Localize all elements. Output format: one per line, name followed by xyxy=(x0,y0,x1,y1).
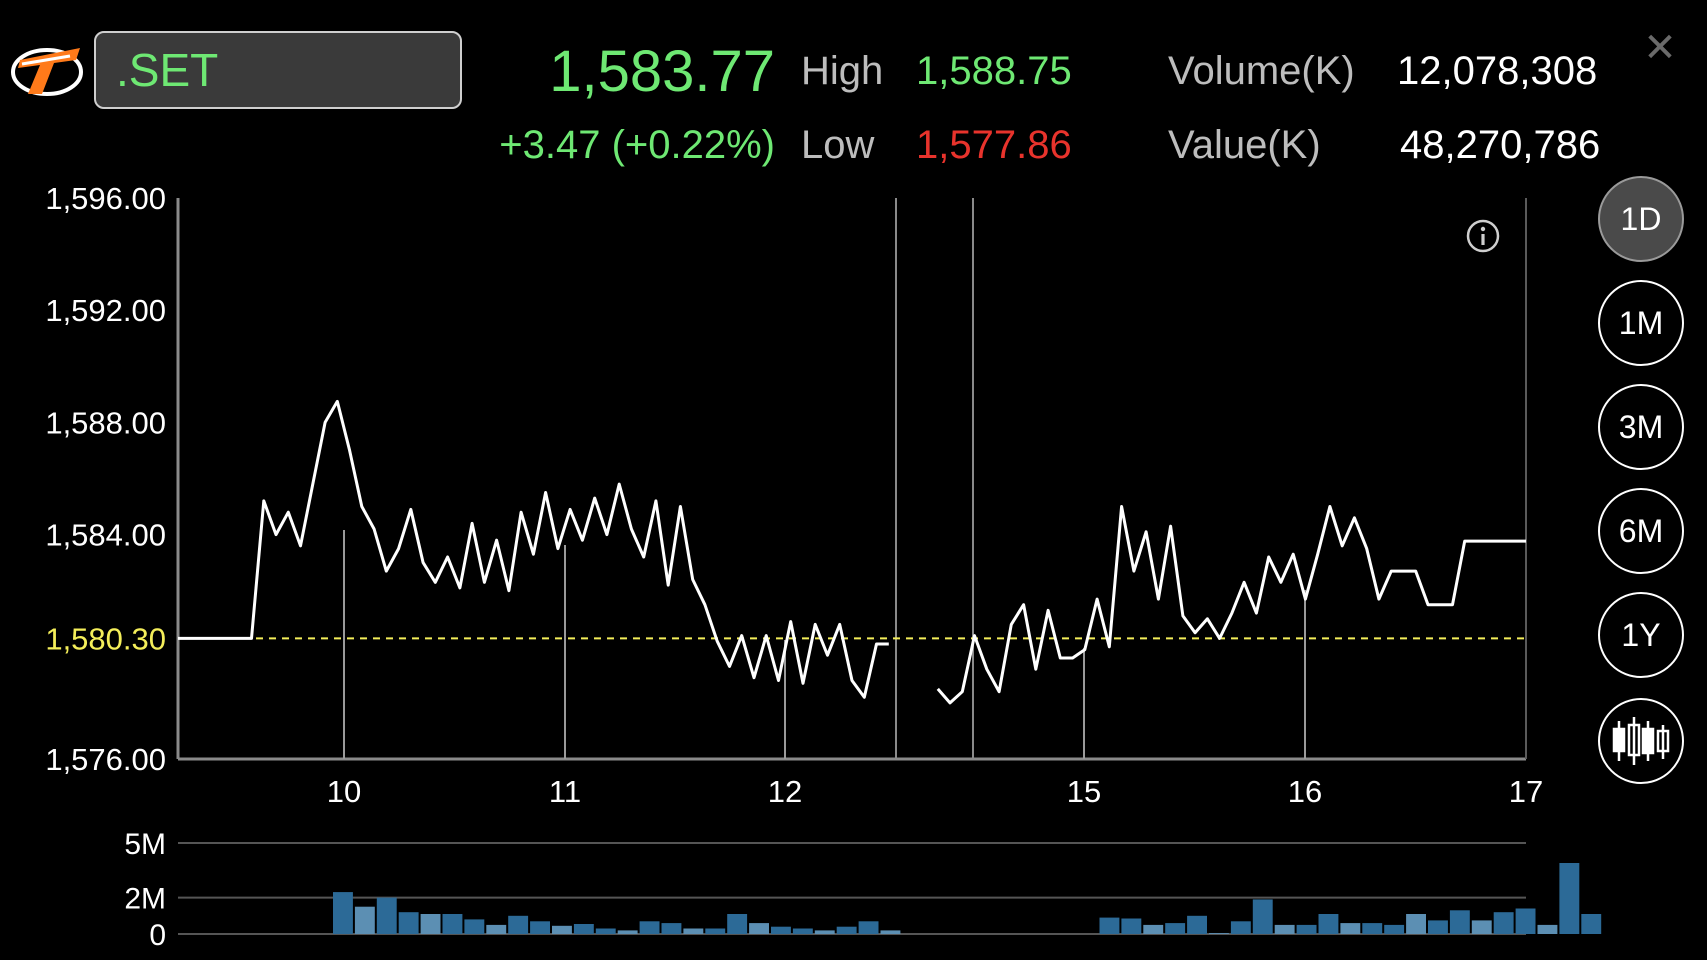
close-icon[interactable]: ✕ xyxy=(1643,26,1677,70)
info-icon[interactable] xyxy=(1466,219,1500,253)
volume-bar xyxy=(705,928,726,934)
period-button-6m[interactable]: 6M xyxy=(1598,488,1684,574)
volume-bar xyxy=(1296,924,1317,934)
period-button-1m[interactable]: 1M xyxy=(1598,280,1684,366)
volume-bar xyxy=(508,915,529,934)
volume-bar xyxy=(333,892,353,934)
price-y-tick-label: 1,584.00 xyxy=(45,518,166,553)
period-button-label: 1D xyxy=(1620,200,1662,237)
price-x-tick-label: 16 xyxy=(1288,774,1322,809)
candlestick-chart-button[interactable] xyxy=(1598,698,1684,784)
price-x-tick-label: 12 xyxy=(768,774,802,809)
price-x-tick-label: 10 xyxy=(327,774,361,809)
volume-bar xyxy=(1318,914,1339,934)
high-value: 1,588.75 xyxy=(916,49,1072,93)
volume-bar xyxy=(1362,923,1383,934)
period-button-label: 3M xyxy=(1618,408,1664,445)
volume-bar xyxy=(1274,924,1295,934)
volume-bar xyxy=(749,923,769,934)
price-y-tick-label: 1,596.00 xyxy=(45,181,166,216)
volume-bar xyxy=(1537,924,1558,934)
volume-bar xyxy=(617,930,638,934)
volume-bar xyxy=(771,926,791,934)
value-label: Value(K) xyxy=(1168,123,1321,167)
volume-bar xyxy=(442,914,463,934)
price-x-tick-label: 11 xyxy=(549,774,581,809)
volume-bar xyxy=(1209,933,1229,934)
volume-bar xyxy=(639,921,660,934)
volume-bar xyxy=(573,924,594,934)
volume-bar xyxy=(1581,914,1602,934)
volume-bar xyxy=(836,926,857,934)
price-change: +3.47 (+0.22%) xyxy=(499,123,775,167)
volume-bar xyxy=(1230,921,1251,934)
volume-bar xyxy=(486,924,507,934)
period-button-label: 1M xyxy=(1618,304,1664,341)
volume-bar xyxy=(420,914,441,934)
price-y-tick-label: 1,592.00 xyxy=(45,293,166,328)
high-label: High xyxy=(801,49,884,93)
period-button-1d[interactable]: 1D xyxy=(1598,176,1684,262)
volume-bar xyxy=(1121,918,1142,934)
volume-bar xyxy=(1559,863,1580,934)
volume-bar xyxy=(530,921,550,934)
volume-bar xyxy=(661,923,682,934)
volume-bar xyxy=(1493,912,1514,934)
volume-bar xyxy=(1471,920,1492,934)
price-y-tick-label: 1,576.00 xyxy=(45,742,166,777)
volume-bar xyxy=(1515,908,1536,934)
volume-bar xyxy=(1449,910,1470,934)
volume-label: Volume(K) xyxy=(1168,49,1355,93)
volume-value: 12,078,308 xyxy=(1397,49,1598,93)
volume-bar xyxy=(1187,915,1207,934)
volume-bar xyxy=(1384,924,1405,934)
price-line xyxy=(178,399,889,699)
reference-price-label: 1,580.30 xyxy=(45,621,166,656)
volume-bar xyxy=(1406,914,1426,934)
volume-bar xyxy=(1252,899,1273,934)
price-y-tick-label: 1,588.00 xyxy=(45,405,166,440)
volume-bar xyxy=(552,925,572,934)
volume-bar xyxy=(814,930,835,934)
volume-bar xyxy=(595,928,616,934)
symbol-input[interactable]: .SET xyxy=(94,31,462,109)
period-button-3m[interactable]: 3M xyxy=(1598,384,1684,470)
volume-bar xyxy=(1143,924,1164,934)
volume-bar xyxy=(727,914,748,934)
volume-bar xyxy=(376,897,397,934)
volume-bar xyxy=(792,928,813,934)
volume-y-tick-label: 5M xyxy=(124,828,166,861)
symbol-value: .SET xyxy=(116,44,219,96)
streaming-logo-icon[interactable] xyxy=(10,44,84,98)
volume-bar xyxy=(1165,923,1186,934)
volume-bar xyxy=(1099,917,1120,934)
volume-bar xyxy=(858,921,879,934)
period-button-label: 1Y xyxy=(1621,616,1661,653)
candlestick-chart-icon xyxy=(1612,717,1670,765)
period-button-1y[interactable]: 1Y xyxy=(1598,592,1684,678)
value-value: 48,270,786 xyxy=(1400,123,1601,167)
price-x-tick-label: 17 xyxy=(1509,774,1543,809)
volume-bar xyxy=(464,919,485,934)
last-price: 1,583.77 xyxy=(549,39,775,104)
volume-y-tick-label: 2M xyxy=(124,883,166,916)
volume-bar xyxy=(880,930,901,934)
period-button-label: 6M xyxy=(1618,512,1664,549)
price-x-tick-label: 15 xyxy=(1067,774,1101,809)
volume-bar xyxy=(354,906,375,934)
volume-bar xyxy=(1340,923,1361,934)
low-value: 1,577.86 xyxy=(916,123,1072,167)
price-line xyxy=(936,505,1526,705)
volume-bar xyxy=(1428,920,1448,934)
volume-bar xyxy=(398,912,419,934)
volume-bar xyxy=(683,928,704,934)
volume-y-tick-label: 0 xyxy=(149,919,166,952)
low-label: Low xyxy=(801,123,875,167)
